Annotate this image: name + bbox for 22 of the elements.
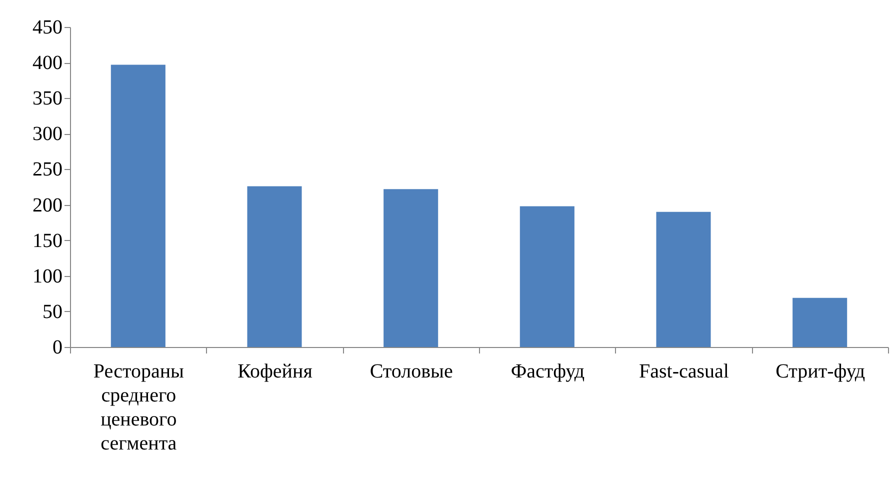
x-tick-label: Столовые xyxy=(370,360,453,382)
y-tick-label: 0 xyxy=(52,336,62,358)
x-tick-label: Стрит-фуд xyxy=(776,360,866,382)
x-tick-label: Кофейня xyxy=(238,360,312,382)
bar xyxy=(656,212,711,347)
x-tick-label: Рестораны среднего ценевого сегмента xyxy=(93,360,184,454)
y-tick-label: 300 xyxy=(32,123,62,146)
x-tick-label: Фастфуд xyxy=(510,360,585,382)
y-tick-label: 100 xyxy=(32,265,62,288)
y-tick-label: 350 xyxy=(32,88,62,110)
bar xyxy=(384,189,438,347)
y-tick-label: 400 xyxy=(32,52,62,74)
x-tick-label: Fast-casual xyxy=(639,360,730,382)
bar xyxy=(520,206,574,347)
y-tick-label: 250 xyxy=(32,158,62,181)
y-tick-label: 150 xyxy=(32,230,62,252)
y-tick-label: 50 xyxy=(42,300,62,323)
bar xyxy=(792,298,848,347)
y-tick-label: 450 xyxy=(32,16,62,38)
bar xyxy=(247,186,302,347)
y-tick-label: 200 xyxy=(32,194,62,216)
bar xyxy=(110,64,166,347)
